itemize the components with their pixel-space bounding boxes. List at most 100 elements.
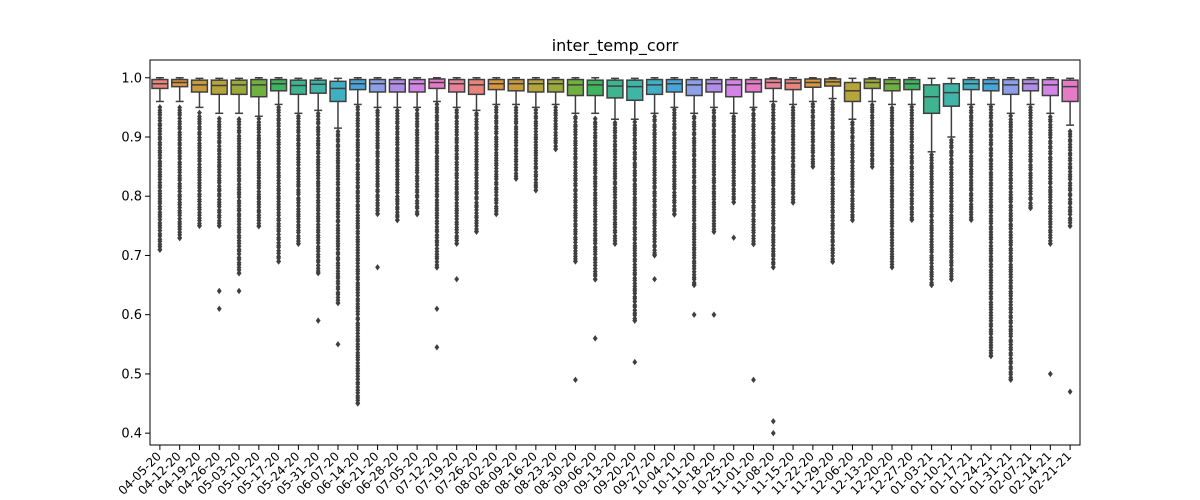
outlier-point — [1047, 150, 1053, 158]
outlier-point — [929, 208, 934, 215]
outlier-point — [1067, 211, 1073, 218]
outlier-point — [751, 199, 756, 206]
outlier-point — [236, 129, 242, 136]
outliers — [612, 119, 618, 247]
outlier-point — [948, 208, 954, 215]
outlier-point — [830, 209, 836, 216]
outlier-point — [493, 210, 499, 218]
box-08-23-20 — [546, 77, 565, 153]
outliers — [197, 109, 202, 230]
outlier-point — [355, 346, 361, 353]
outlier-point — [632, 190, 638, 198]
outlier-point — [592, 115, 598, 122]
y-tick-label: 0.5 — [121, 367, 142, 382]
outlier-point — [197, 222, 202, 230]
outlier-point — [751, 158, 756, 166]
box-iqr — [507, 78, 525, 92]
outlier-point — [394, 141, 400, 148]
outlier-point — [1008, 198, 1014, 205]
outlier-point — [335, 341, 341, 348]
outlier-point — [434, 171, 440, 179]
box-04-05-20 — [151, 77, 169, 254]
outlier-point — [810, 114, 816, 121]
box-10-11-20 — [685, 77, 703, 318]
outlier-point — [513, 175, 519, 182]
outlier-point — [929, 281, 934, 289]
box-iqr — [1021, 78, 1040, 92]
outlier-point — [1008, 112, 1014, 120]
outlier-point — [1067, 187, 1073, 194]
outlier-point — [157, 200, 163, 207]
outlier-point — [216, 139, 222, 146]
outlier-point — [810, 109, 816, 116]
box-iqr — [744, 78, 763, 93]
box-09-27-20 — [645, 77, 664, 283]
outlier-point — [632, 311, 638, 319]
outlier-point — [592, 126, 598, 133]
outlier-point — [592, 251, 598, 258]
box-12-27-20 — [903, 77, 921, 224]
y-tick-label: 0.8 — [121, 190, 142, 205]
outlier-point — [632, 236, 638, 243]
outlier-point — [414, 204, 420, 212]
outliers — [216, 115, 222, 312]
outlier-point — [236, 242, 242, 250]
outlier-point — [216, 305, 222, 312]
box-iqr — [586, 79, 604, 97]
outlier-point — [355, 165, 361, 173]
outlier-point — [296, 137, 301, 144]
outlier-point — [573, 115, 578, 122]
outlier-point — [1008, 179, 1014, 187]
outlier-point — [929, 248, 934, 256]
outlier-point — [197, 120, 202, 127]
box-04-19-20 — [190, 77, 209, 230]
outlier-point — [790, 163, 796, 170]
outlier-point — [711, 228, 717, 235]
outlier-point — [157, 176, 163, 183]
outlier-point — [751, 136, 756, 144]
outlier-point — [474, 166, 479, 173]
outlier-point — [276, 254, 282, 262]
outlier-point — [632, 140, 638, 147]
box-01-24-21 — [982, 77, 1000, 360]
box-iqr — [269, 78, 288, 92]
outlier-point — [553, 139, 559, 147]
outlier-point — [513, 166, 519, 174]
outlier-point — [236, 229, 242, 236]
outlier-point — [177, 188, 183, 195]
outlier-point — [592, 275, 598, 283]
outlier-point — [375, 166, 380, 174]
outlier-point — [414, 169, 420, 176]
box-iqr — [210, 79, 228, 96]
outlier-point — [256, 184, 262, 192]
box-08-09-20 — [507, 77, 525, 182]
outlier-point — [454, 114, 460, 122]
outliers — [434, 101, 440, 351]
box-iqr — [428, 78, 446, 90]
y-tick-label: 1.0 — [121, 71, 142, 86]
box-iqr — [527, 78, 545, 93]
outlier-point — [216, 187, 222, 194]
outlier-point — [573, 223, 578, 230]
outliers — [355, 103, 361, 407]
box-iqr — [487, 78, 505, 91]
outlier-point — [573, 239, 578, 246]
outlier-point — [671, 125, 677, 133]
outlier-point — [592, 272, 598, 280]
box-09-13-20 — [606, 77, 624, 247]
box-06-14-20 — [349, 77, 367, 407]
box-08-02-20 — [487, 77, 505, 218]
outlier-point — [454, 229, 460, 236]
outliers — [256, 115, 262, 230]
box-01-03-21 — [922, 77, 941, 289]
box-iqr — [190, 79, 209, 93]
outlier-point — [1028, 190, 1033, 198]
outlier-point — [1047, 140, 1053, 147]
outlier-point — [948, 182, 954, 189]
outlier-point — [1008, 273, 1014, 281]
outlier-point — [731, 182, 737, 189]
outlier-point — [988, 330, 994, 338]
outlier-point — [988, 165, 994, 173]
outlier-point — [632, 258, 638, 265]
box-11-15-20 — [784, 77, 802, 206]
